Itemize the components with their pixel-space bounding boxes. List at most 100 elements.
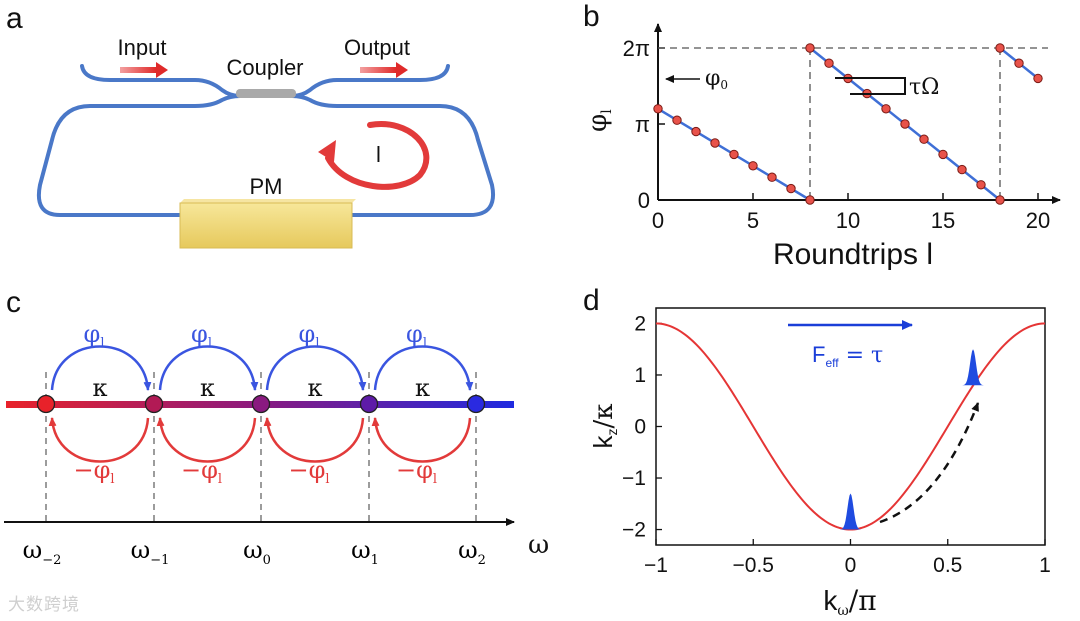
c-frequency-label: ω−1 xyxy=(131,536,170,568)
c-frequency-label: ω0 xyxy=(243,536,271,568)
force-label: Feff = τ xyxy=(812,342,883,370)
b-phase-point xyxy=(805,195,815,205)
d-ylabel: kz/κ xyxy=(588,403,620,448)
b-xtick-label: 0 xyxy=(652,208,664,233)
phi0-annotation: φ0 xyxy=(665,66,728,92)
panel-d: d kz/κ kω/π −1 −0.5 0 0.5 1 2 1 0 −1 −2 Feff = τ xyxy=(583,284,1051,619)
panel-label-d: d xyxy=(583,284,600,317)
d-ytick-label: −1 xyxy=(622,467,646,490)
b-phase-point xyxy=(881,104,891,114)
b-phase-point xyxy=(976,180,986,190)
panel-label-a: a xyxy=(6,2,23,35)
c-forward-coupling-arrow xyxy=(158,345,259,391)
panel-c: c ω κ φl −φl κ φl −φl κ φl −φl κ φl −φl ω−2 ω−1 ω0 ω1 ω2 xyxy=(4,286,549,568)
roundtrip-symbol: l xyxy=(376,142,381,167)
c-lattice-site xyxy=(144,394,164,414)
c-phi-label: φl xyxy=(406,320,427,351)
coupler-element xyxy=(236,89,296,98)
d-wavepacket xyxy=(957,349,990,386)
c-forward-coupling-arrow xyxy=(265,345,367,391)
c-kappa-label: κ xyxy=(93,374,108,402)
c-frequency-label: ω1 xyxy=(351,536,379,568)
coupler-label: Coupler xyxy=(226,55,303,80)
panel-b: b φl Roundtrips l 2π π 00 5 10 15 20 φ0 τΩ xyxy=(583,0,1061,271)
d-ytick-label: 2 xyxy=(634,312,646,335)
b-phase-point xyxy=(919,134,929,144)
b-phase-point xyxy=(710,138,720,148)
d-xtick-label: −1 xyxy=(644,554,668,577)
d-xtick-label: −0.5 xyxy=(733,554,774,577)
b-phase-point xyxy=(995,195,1005,205)
output-arrow xyxy=(360,62,408,78)
c-backward-coupling-arrow xyxy=(156,417,257,463)
c-lattice-site xyxy=(36,394,56,414)
panel-a: a PM Input Coupler Output l xyxy=(6,2,495,249)
d-ytick-label: 0 xyxy=(634,416,646,439)
c-kappa-label: κ xyxy=(415,374,430,402)
c-backward-coupling-arrow xyxy=(263,417,365,463)
c-frequency-label: ω2 xyxy=(458,536,486,568)
b-ytick-label: 2π xyxy=(623,36,650,61)
tau-omega-annotation: τΩ xyxy=(835,75,939,100)
d-xlabel: kω/π xyxy=(823,584,876,619)
c-kappa-label: κ xyxy=(200,374,215,402)
b-phase-point xyxy=(748,161,758,171)
b-phase-point xyxy=(824,58,834,68)
c-lattice-site xyxy=(359,394,379,414)
panel-label-c: c xyxy=(6,286,21,319)
c-forward-coupling-arrow xyxy=(50,345,152,391)
d-xtick-label: 0 xyxy=(845,554,857,577)
c-lattice: κ φl −φl κ φl −φl κ φl −φl κ φl −φl ω−2 ω−1 ω0 ω1 ω2 xyxy=(23,320,486,568)
c-forward-coupling-arrow xyxy=(373,345,474,391)
c-neg-phi-label: −φl xyxy=(396,456,437,487)
b-phase-point xyxy=(729,149,739,160)
b-data xyxy=(653,43,1043,205)
c-backward-coupling-arrow xyxy=(48,417,150,463)
d-xtick-label: 0.5 xyxy=(933,554,962,577)
b-phase-point xyxy=(672,115,682,125)
c-neg-phi-label: −φl xyxy=(73,456,114,487)
b-phase-point xyxy=(767,172,777,182)
phi0-label: φ xyxy=(705,66,720,91)
b-ylabel: φl xyxy=(583,109,615,132)
c-kappa-label: κ xyxy=(308,374,323,402)
output-label: Output xyxy=(344,35,410,60)
b-phase-point xyxy=(1033,73,1043,84)
c-backward-coupling-arrow xyxy=(371,417,472,463)
c-phi-label: φl xyxy=(299,320,320,351)
d-wavepacket xyxy=(834,493,867,530)
force-annotation: Feff = τ xyxy=(788,320,913,370)
c-lattice-site xyxy=(251,394,271,414)
pm-label: PM xyxy=(250,174,283,199)
b-phase-point xyxy=(653,104,663,114)
b-ticks: 2π π 00 5 10 15 20 xyxy=(623,36,1051,233)
roundtrip-arrow xyxy=(318,121,430,190)
b-phase-point xyxy=(957,164,967,175)
d-ytick-label: −2 xyxy=(622,519,646,542)
b-ytick-label: 0 xyxy=(638,188,650,213)
b-xtick-label: 10 xyxy=(836,208,860,233)
input-label: Input xyxy=(118,35,167,60)
input-arrow xyxy=(120,62,168,78)
c-phi-label: φl xyxy=(191,320,212,351)
c-lattice-site xyxy=(466,394,486,414)
b-phase-point xyxy=(900,119,910,129)
tau-omega-label: τΩ xyxy=(909,75,939,100)
b-phase-point xyxy=(1014,58,1024,68)
d-ytick-label: 1 xyxy=(634,364,646,387)
b-phase-point xyxy=(995,43,1005,53)
b-xtick-label: 15 xyxy=(931,208,955,233)
svg-text:φ0: φ0 xyxy=(705,66,728,92)
d-wavepackets xyxy=(834,349,990,530)
d-ticks: −1 −0.5 0 0.5 1 2 1 0 −1 −2 xyxy=(622,312,1051,577)
b-xtick-label: 20 xyxy=(1026,208,1050,233)
c-axis-label: ω xyxy=(528,530,549,560)
b-phase-point xyxy=(805,43,815,53)
panel-label-b: b xyxy=(583,0,600,33)
c-neg-phi-label: −φl xyxy=(181,456,222,487)
b-phase-point xyxy=(691,126,701,137)
b-xlabel: Roundtrips l xyxy=(773,238,933,271)
phase-modulator xyxy=(179,199,356,249)
c-frequency-label: ω−2 xyxy=(23,536,62,568)
